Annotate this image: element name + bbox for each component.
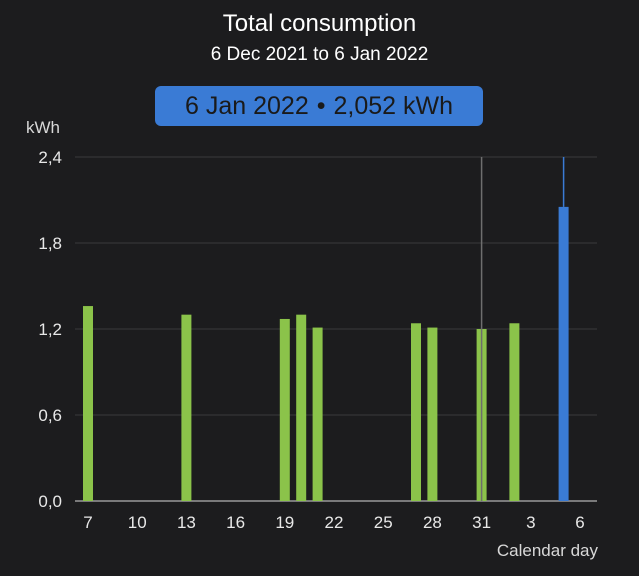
x-tick-label: 19 — [275, 513, 294, 532]
x-axis-label: Calendar day — [497, 541, 599, 560]
bar — [427, 327, 438, 501]
y-tick-label: 1,2 — [38, 320, 62, 339]
y-tick-label: 0,0 — [38, 492, 62, 511]
bar — [279, 318, 290, 501]
x-tick-label: 7 — [83, 513, 92, 532]
x-tick-label: 31 — [472, 513, 491, 532]
x-tick-label: 10 — [128, 513, 147, 532]
bar — [312, 327, 323, 501]
selected-date: 6 Jan 2022 — [185, 91, 309, 120]
bar — [83, 306, 93, 501]
chart-title: Total consumption — [222, 10, 417, 37]
x-tick-label: 16 — [226, 513, 245, 532]
x-tick-label: 6 — [575, 513, 584, 532]
y-tick-label: 1,8 — [38, 234, 62, 253]
bar — [296, 314, 307, 501]
x-tick-label: 3 — [526, 513, 535, 532]
selected-bar — [558, 206, 569, 501]
x-tick-label: 13 — [177, 513, 196, 532]
selected-value: 2,052 kWh — [333, 91, 453, 120]
y-axis-unit-label: kWh — [26, 118, 60, 137]
selected-value-badge: 6 Jan 2022 • 2,052 kWh — [155, 86, 483, 126]
x-tick-label: 25 — [374, 513, 393, 532]
bar — [181, 314, 192, 501]
x-tick-label: 28 — [423, 513, 442, 532]
y-tick-label: 0,6 — [38, 406, 62, 425]
badge-separator: • — [316, 91, 326, 120]
bar — [411, 323, 421, 501]
date-range-subtitle: 6 Dec 2021 to 6 Jan 2022 — [210, 44, 429, 65]
x-tick-label: 22 — [325, 513, 344, 532]
y-tick-label: 2,4 — [38, 148, 62, 167]
bar — [509, 323, 520, 501]
